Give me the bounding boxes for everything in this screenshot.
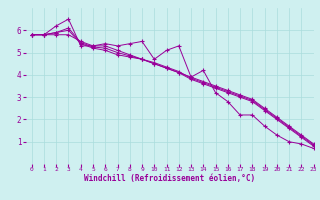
X-axis label: Windchill (Refroidissement éolien,°C): Windchill (Refroidissement éolien,°C) [84,174,255,183]
